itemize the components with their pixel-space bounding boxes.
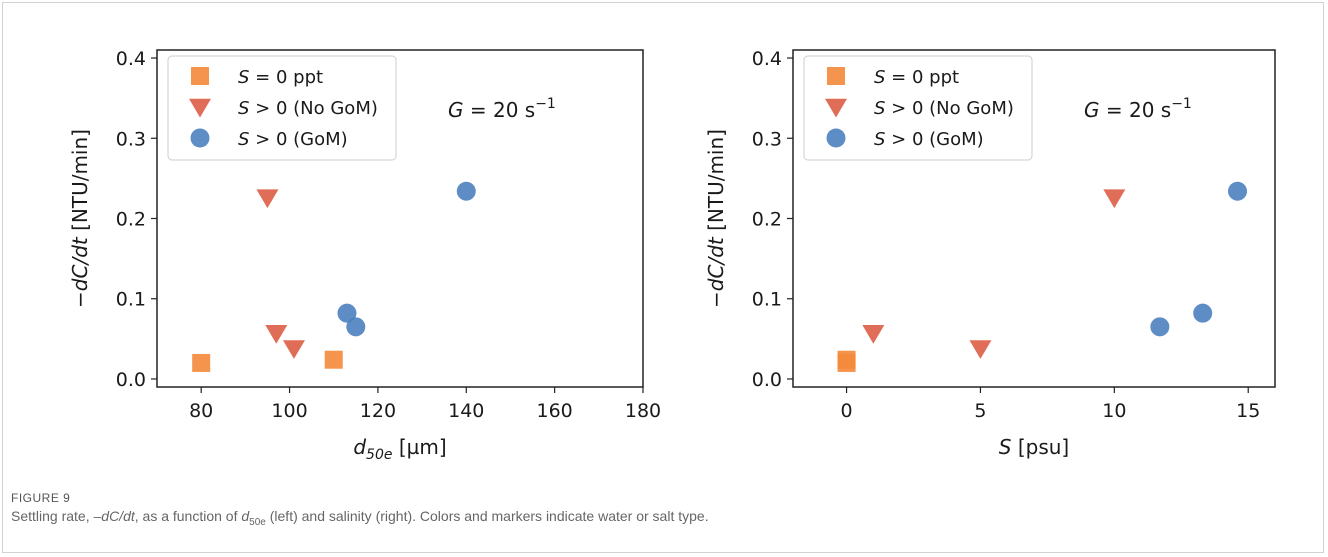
legend-marker <box>827 67 845 85</box>
data-point <box>337 303 357 323</box>
data-point <box>324 350 343 369</box>
x-tick-label: 5 <box>974 400 986 422</box>
y-tick-label: 0.2 <box>116 209 146 231</box>
data-point <box>282 340 305 359</box>
legend-marker <box>191 67 209 85</box>
legend-label: S > 0 (No GoM) <box>874 98 1014 119</box>
data-point <box>1150 317 1170 337</box>
data-point <box>969 340 992 359</box>
legend-marker <box>825 98 847 118</box>
y-tick-label: 0.3 <box>752 128 782 150</box>
legend: S = 0 ppt S > 0 (No GoM) S > 0 (GoM) <box>167 55 397 161</box>
x-tick-label: 180 <box>625 400 661 422</box>
y-tick-label: 0.4 <box>752 48 782 70</box>
legend-label: S > 0 (GoM) <box>874 129 984 150</box>
legend-label: S = 0 ppt <box>874 67 959 88</box>
x-axis-label: S [psu] <box>999 435 1069 459</box>
data-point <box>837 350 856 369</box>
y-tick-label: 0.0 <box>116 369 146 391</box>
y-axis-label: −dC/dt [NTU/min] <box>68 129 92 308</box>
legend-box <box>803 55 1033 161</box>
caption-part: , as a function of <box>134 508 242 524</box>
y-tick-label: 0.4 <box>116 48 146 70</box>
rate-annotation: G = 20 s−1 <box>1084 96 1192 122</box>
caption-text: Settling rate, –dC/dt, as a function of … <box>11 508 1311 528</box>
chart-panel-1: 80 100 120 140 160 180 0.0 0.1 0.2 0.3 0.4 d50e [µm… <box>68 48 661 463</box>
x-tick-label: 0 <box>841 400 853 422</box>
data-point <box>265 324 288 344</box>
caption-part: d <box>241 508 250 524</box>
y-tick-label: 0.1 <box>116 289 146 311</box>
y-tick-label: 0.1 <box>752 289 782 311</box>
data-point <box>862 324 885 344</box>
data-point <box>192 353 211 372</box>
data-point <box>256 189 279 209</box>
y-axis-label: −dC/dt [NTU/min] <box>704 129 728 308</box>
x-tick-label: 80 <box>189 400 213 422</box>
legend-label: S > 0 (No GoM) <box>238 98 378 119</box>
caption-part: 50e <box>249 516 266 528</box>
x-tick-label: 15 <box>1236 400 1260 422</box>
legend-marker <box>190 128 210 148</box>
x-axis-label: d50e [µm] <box>353 435 446 463</box>
figure-caption: FIGURE 9 Settling rate, –dC/dt, as a fun… <box>11 491 1311 528</box>
caption-part: –dC/dt <box>93 508 135 524</box>
data-point <box>1103 189 1126 209</box>
legend-label: S = 0 ppt <box>238 67 323 88</box>
rate-annotation: G = 20 s−1 <box>448 96 556 122</box>
legend-box <box>167 55 397 161</box>
x-tick-label: 10 <box>1102 400 1126 422</box>
chart-panel-2: 0 5 10 15 0.0 0.1 0.2 0.3 0.4 S [psu] −dC/dt [NTU/… <box>704 48 1276 459</box>
legend-marker <box>826 128 846 148</box>
x-tick-label: 120 <box>360 400 396 422</box>
data-point <box>1193 303 1213 323</box>
y-tick-label: 0.3 <box>116 128 146 150</box>
data-point <box>346 317 366 337</box>
x-tick-label: 160 <box>537 400 573 422</box>
data-point <box>1228 181 1248 201</box>
caption-label: FIGURE 9 <box>11 491 71 505</box>
data-point <box>456 181 476 201</box>
legend-label: S > 0 (GoM) <box>238 129 348 150</box>
legend: S = 0 ppt S > 0 (No GoM) S > 0 (GoM) <box>803 55 1033 161</box>
x-tick-label: 100 <box>271 400 307 422</box>
caption-part: Settling rate, <box>11 508 94 524</box>
x-tick-label: 140 <box>448 400 484 422</box>
y-tick-label: 0.0 <box>752 369 782 391</box>
y-tick-label: 0.2 <box>752 209 782 231</box>
legend-marker <box>189 98 211 118</box>
caption-part: (left) and salinity (right). Colors and … <box>265 508 709 524</box>
